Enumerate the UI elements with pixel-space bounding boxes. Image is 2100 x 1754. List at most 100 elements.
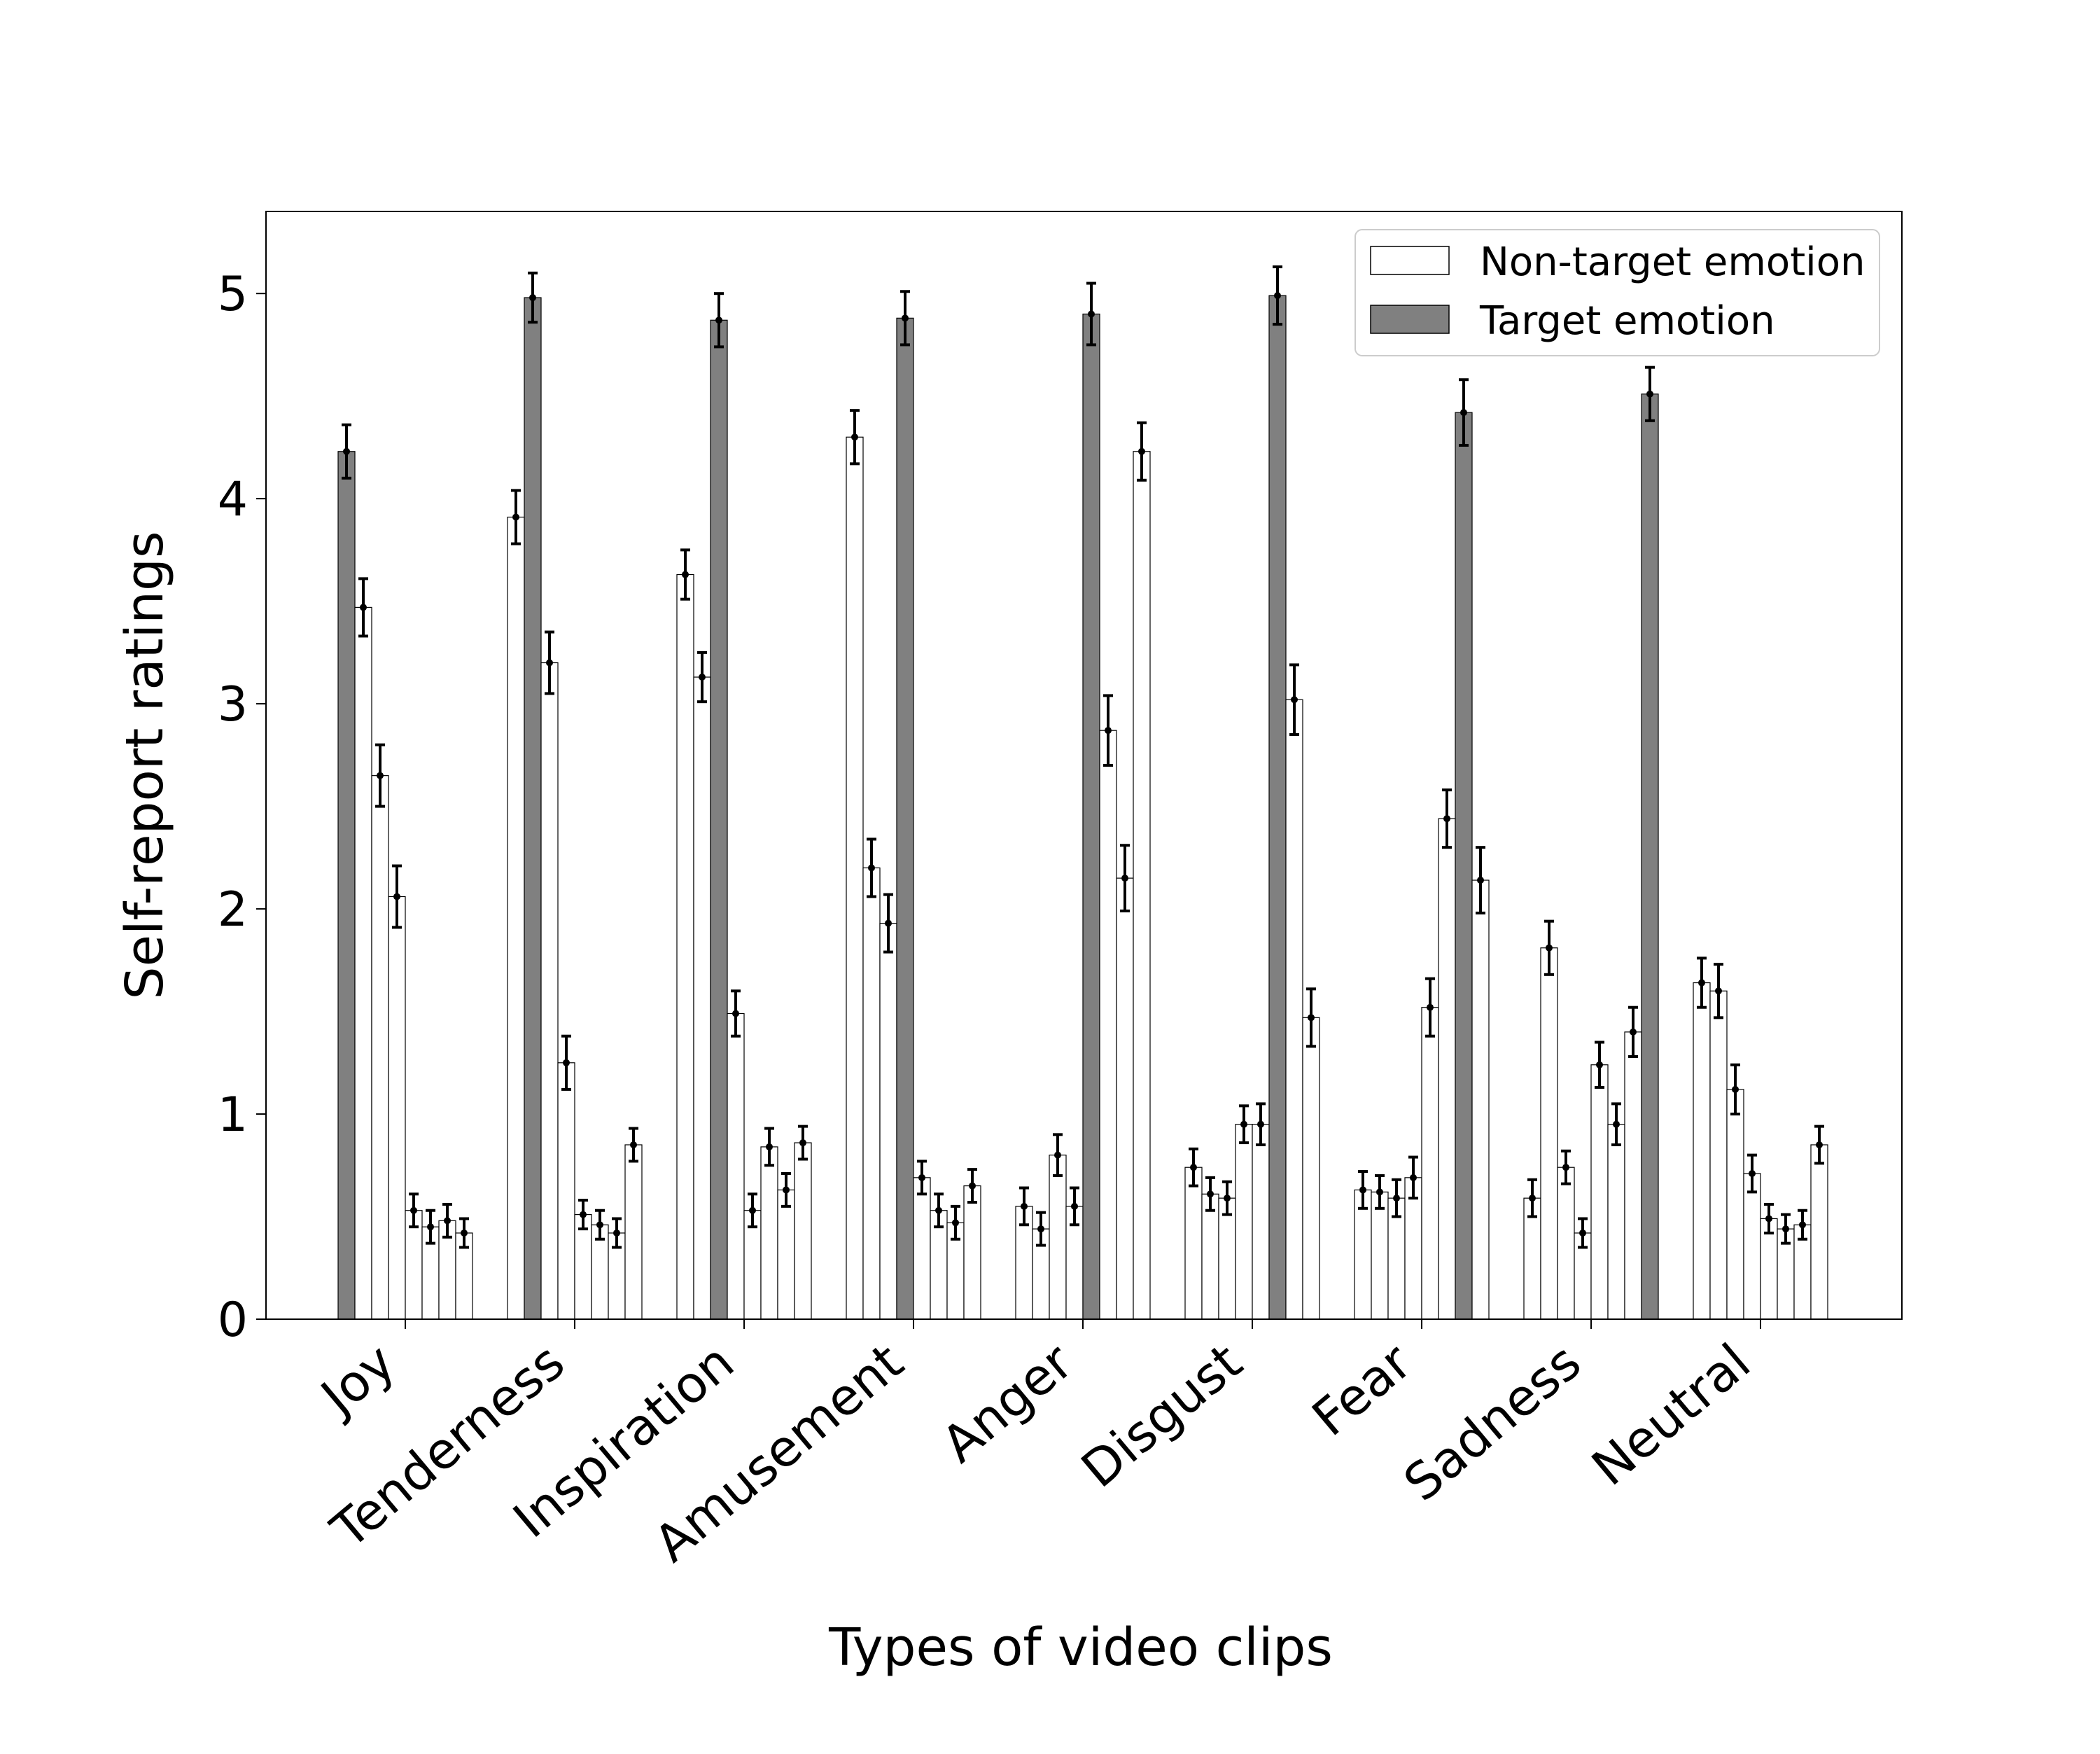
x-axis-label: Types of video clips	[828, 1617, 1333, 1678]
bar-amusement-7-nontarget	[963, 1185, 981, 1320]
legend-swatch-nontarget	[1370, 246, 1450, 275]
bar-anger-6-nontarget	[1116, 877, 1134, 1320]
bar-fear-3-nontarget	[1404, 1177, 1422, 1320]
bar-joy-1-nontarget	[354, 606, 372, 1320]
error-bar-joy-4	[409, 1192, 419, 1229]
error-bar-joy-7	[459, 1217, 469, 1249]
legend-label-nontarget: Non-target emotion	[1480, 239, 1865, 285]
error-bar-fear-6	[1459, 378, 1469, 447]
error-bar-inspiration-2	[714, 292, 724, 349]
y-tick-label-5: 5	[218, 267, 248, 322]
error-bar-anger-2	[1053, 1133, 1063, 1177]
bar-inspiration-2-target	[710, 319, 728, 1320]
bar-amusement-2-nontarget	[879, 922, 897, 1320]
error-bar-disgust-5	[1273, 265, 1282, 326]
error-bar-anger-3	[1070, 1186, 1079, 1227]
bar-sadness-0-nontarget	[1523, 1197, 1541, 1320]
bar-neutral-2-nontarget	[1726, 1089, 1744, 1320]
bar-disgust-6-nontarget	[1285, 699, 1303, 1320]
error-bar-sadness-3	[1578, 1217, 1588, 1249]
bar-sadness-1-nontarget	[1540, 947, 1558, 1320]
error-bar-inspiration-0	[680, 548, 690, 601]
bar-anger-5-nontarget	[1099, 730, 1117, 1320]
plot-frame	[265, 211, 1903, 1320]
legend-swatch-target	[1370, 305, 1450, 334]
y-axis: 0 1 2 3 4 5	[218, 267, 266, 1348]
error-bar-neutral-1	[1714, 963, 1723, 1019]
error-bar-anger-5	[1103, 694, 1113, 767]
error-bar-joy-5	[426, 1209, 435, 1245]
error-bar-inspiration-1	[697, 650, 707, 704]
bar-inspiration-4-nontarget	[743, 1210, 762, 1320]
legend-frame	[1354, 229, 1880, 356]
error-bar-amusement-7	[967, 1168, 977, 1204]
error-bar-neutral-4	[1764, 1202, 1774, 1234]
bar-disgust-0-nontarget	[1184, 1167, 1203, 1320]
error-bar-sadness-6	[1628, 1005, 1638, 1059]
bar-inspiration-7-nontarget	[794, 1142, 812, 1320]
y-tick-label-4: 4	[218, 472, 248, 527]
error-bar-joy-1	[358, 577, 368, 638]
error-bar-disgust-7	[1306, 987, 1316, 1048]
bar-inspiration-3-nontarget	[727, 1012, 745, 1320]
bar-amusement-0-nontarget	[846, 436, 864, 1320]
error-bar-anger-6	[1120, 844, 1130, 913]
bar-inspiration-0-nontarget	[676, 573, 694, 1320]
error-bar-fear-7	[1476, 846, 1485, 914]
bar-neutral-4-nontarget	[1760, 1218, 1778, 1320]
error-bar-disgust-4	[1256, 1102, 1266, 1146]
bar-anger-4-target	[1082, 313, 1100, 1320]
error-bar-tenderness-6	[612, 1217, 622, 1249]
bar-tenderness-0-nontarget	[507, 516, 525, 1320]
bar-disgust-1-nontarget	[1201, 1193, 1219, 1320]
bar-anger-7-nontarget	[1133, 451, 1151, 1320]
error-bar-sadness-0	[1527, 1178, 1537, 1218]
error-bar-inspiration-4	[748, 1192, 757, 1229]
error-bar-tenderness-7	[629, 1127, 638, 1163]
error-bar-neutral-0	[1697, 956, 1707, 1009]
y-tick-label-2: 2	[218, 882, 248, 938]
bar-disgust-5-target	[1268, 295, 1287, 1320]
error-bar-amusement-1	[867, 837, 876, 898]
y-tick-label-3: 3	[218, 677, 248, 732]
error-bar-fear-0	[1358, 1170, 1368, 1210]
error-bar-fear-4	[1425, 977, 1435, 1038]
error-bar-disgust-6	[1289, 663, 1299, 737]
error-bar-sadness-2	[1561, 1149, 1571, 1185]
bars-layer	[337, 295, 1828, 1320]
bar-sadness-4-nontarget	[1590, 1064, 1609, 1320]
bar-amusement-3-target	[896, 317, 914, 1320]
bar-inspiration-1-nontarget	[693, 676, 711, 1320]
error-bar-disgust-0	[1189, 1147, 1198, 1188]
error-bar-anger-4	[1086, 281, 1096, 347]
error-bar-inspiration-7	[798, 1125, 808, 1161]
error-bar-joy-2	[375, 743, 385, 808]
error-bar-inspiration-6	[781, 1171, 791, 1208]
bar-neutral-7-nontarget	[1810, 1144, 1828, 1320]
error-bar-neutral-6	[1798, 1209, 1807, 1241]
error-bar-amusement-6	[951, 1204, 960, 1241]
legend-label-target: Target emotion	[1479, 298, 1775, 344]
legend: Non-target emotion Target emotion	[1354, 229, 1880, 356]
error-bar-fear-1	[1375, 1174, 1385, 1210]
error-bar-tenderness-1	[528, 271, 538, 324]
bar-inspiration-5-nontarget	[760, 1146, 778, 1320]
error-bar-tenderness-0	[511, 489, 521, 545]
bar-disgust-4-nontarget	[1252, 1124, 1270, 1320]
error-bar-amusement-5	[934, 1192, 944, 1229]
error-bar-disgust-2	[1222, 1180, 1232, 1216]
error-bar-amusement-4	[917, 1160, 927, 1196]
bar-sadness-2-nontarget	[1557, 1167, 1575, 1320]
error-bar-neutral-7	[1814, 1125, 1824, 1165]
bar-tenderness-3-nontarget	[557, 1062, 575, 1320]
bar-disgust-2-nontarget	[1218, 1197, 1236, 1320]
x-tick-label-neutral: Neutral	[1581, 1332, 1761, 1497]
bar-tenderness-1-target	[524, 297, 542, 1320]
error-bar-tenderness-2	[545, 630, 554, 695]
x-tick-label-anger: Anger	[931, 1332, 1084, 1473]
error-bar-anger-0	[1019, 1186, 1029, 1227]
x-tick-label-disgust: Disgust	[1070, 1332, 1253, 1499]
x-tick-label-joy: Joy	[308, 1332, 406, 1428]
error-bar-joy-3	[392, 864, 402, 929]
